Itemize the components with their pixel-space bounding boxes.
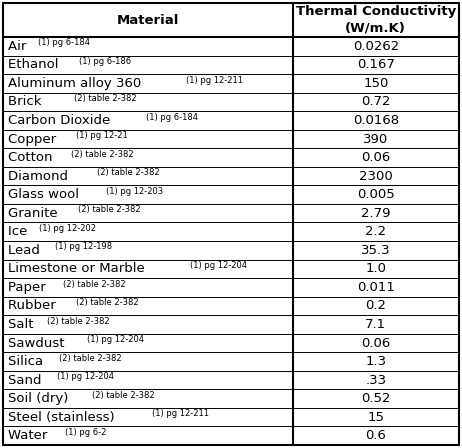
Text: (1) pg 12-203: (1) pg 12-203 xyxy=(106,187,163,196)
Text: Air: Air xyxy=(8,40,30,53)
Text: (1) pg 12-211: (1) pg 12-211 xyxy=(152,409,208,418)
Text: (1) pg 12-202: (1) pg 12-202 xyxy=(39,224,96,233)
Text: 2300: 2300 xyxy=(359,170,393,183)
Text: 0.011: 0.011 xyxy=(357,281,395,294)
Text: Diamond: Diamond xyxy=(8,170,77,183)
Text: 390: 390 xyxy=(363,133,389,146)
Text: 2.2: 2.2 xyxy=(365,225,386,238)
Text: Carbon Dioxide: Carbon Dioxide xyxy=(8,114,115,127)
Text: (1) pg 12-204: (1) pg 12-204 xyxy=(57,372,114,381)
Text: 0.72: 0.72 xyxy=(361,95,390,108)
Text: (2) table 2-382: (2) table 2-382 xyxy=(63,280,125,289)
Text: 0.0168: 0.0168 xyxy=(353,114,399,127)
Text: Salt: Salt xyxy=(8,318,38,331)
Text: Material: Material xyxy=(116,13,179,26)
Text: (1) pg 6-186: (1) pg 6-186 xyxy=(79,57,131,66)
Text: (2) table 2-382: (2) table 2-382 xyxy=(59,354,122,363)
Text: Granite: Granite xyxy=(8,207,62,220)
Text: Soil (dry): Soil (dry) xyxy=(8,392,73,405)
Text: (1) pg 12-198: (1) pg 12-198 xyxy=(55,242,112,251)
Text: Copper: Copper xyxy=(8,133,61,146)
Text: (2) table 2-382: (2) table 2-382 xyxy=(76,298,138,307)
Text: (1) pg 12-21: (1) pg 12-21 xyxy=(76,131,128,140)
Text: 0.2: 0.2 xyxy=(365,299,386,312)
Text: 0.005: 0.005 xyxy=(357,188,395,201)
Text: Cotton: Cotton xyxy=(8,151,57,164)
Text: .33: .33 xyxy=(365,374,386,387)
Text: Water: Water xyxy=(8,429,52,442)
Text: 150: 150 xyxy=(363,77,389,90)
Text: Sand: Sand xyxy=(8,374,46,387)
Text: 0.167: 0.167 xyxy=(357,58,395,71)
Text: 1.3: 1.3 xyxy=(365,355,386,368)
Text: Brick: Brick xyxy=(8,95,59,108)
Text: 0.52: 0.52 xyxy=(361,392,390,405)
Text: (2) table 2-382: (2) table 2-382 xyxy=(78,205,140,214)
Text: 1.0: 1.0 xyxy=(365,263,386,276)
Text: Silica: Silica xyxy=(8,355,48,368)
Text: (1) pg 12-204: (1) pg 12-204 xyxy=(87,335,144,344)
Text: Glass wool: Glass wool xyxy=(8,188,83,201)
Text: 0.0262: 0.0262 xyxy=(353,40,399,53)
Text: (2) table 2-382: (2) table 2-382 xyxy=(72,150,134,159)
Text: (1) pg 6-184: (1) pg 6-184 xyxy=(38,39,90,47)
Text: (1) pg 12-211: (1) pg 12-211 xyxy=(186,76,243,85)
Text: 0.6: 0.6 xyxy=(365,429,386,442)
Text: 0.06: 0.06 xyxy=(361,336,390,349)
Text: Ethanol: Ethanol xyxy=(8,58,63,71)
Text: 7.1: 7.1 xyxy=(365,318,386,331)
Text: Lead: Lead xyxy=(8,244,44,257)
Text: (1) pg 6-184: (1) pg 6-184 xyxy=(146,112,198,121)
Text: 15: 15 xyxy=(367,411,384,424)
Text: (2) table 2-382: (2) table 2-382 xyxy=(73,94,136,103)
Text: Aluminum alloy 360: Aluminum alloy 360 xyxy=(8,77,146,90)
Text: Paper: Paper xyxy=(8,281,50,294)
Text: 0.06: 0.06 xyxy=(361,151,390,164)
Text: Thermal Conductivity
(W/m.K): Thermal Conductivity (W/m.K) xyxy=(296,5,456,35)
Text: Rubber: Rubber xyxy=(8,299,60,312)
Text: 35.3: 35.3 xyxy=(361,244,390,257)
Text: Steel (stainless): Steel (stainless) xyxy=(8,411,119,424)
Text: Ice: Ice xyxy=(8,225,31,238)
Text: (2) table 2-382: (2) table 2-382 xyxy=(97,168,159,177)
Text: Sawdust: Sawdust xyxy=(8,336,69,349)
Text: (1) pg 12-204: (1) pg 12-204 xyxy=(190,261,248,270)
Text: Limestone or Marble: Limestone or Marble xyxy=(8,263,149,276)
Text: (2) table 2-382: (2) table 2-382 xyxy=(47,317,109,326)
Text: 2.79: 2.79 xyxy=(361,207,390,220)
Text: (1) pg 6-2: (1) pg 6-2 xyxy=(65,428,106,437)
Text: (2) table 2-382: (2) table 2-382 xyxy=(92,391,154,400)
